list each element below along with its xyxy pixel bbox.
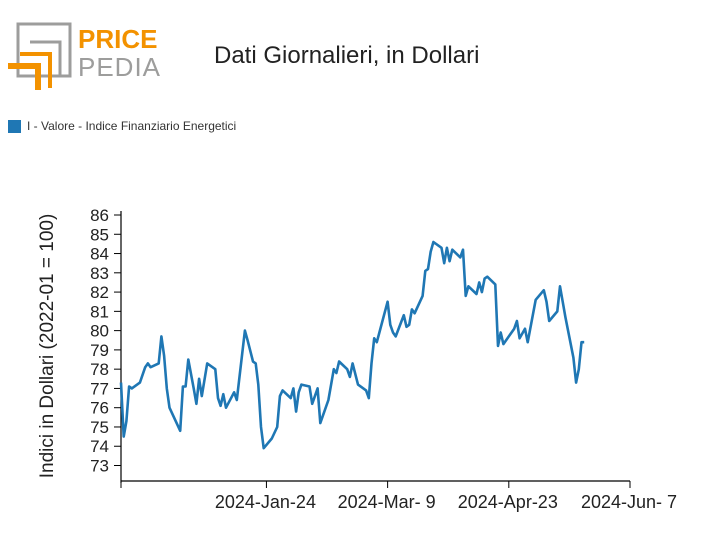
y-tick-label: 78 (90, 360, 109, 379)
x-axis: 2024-Jan-24 2024-Mar- 9 2024-Apr-23 2024-Ju… (120, 480, 677, 512)
x-tick-label: 2024-Mar- 9 (338, 492, 436, 512)
y-tick-label: 81 (90, 302, 109, 321)
y-axis-label: Indici in Dollari (2022-01 = 100) (37, 214, 58, 479)
y-tick-label: 76 (90, 399, 109, 418)
y-tick-label: 74 (90, 437, 109, 456)
y-tick-label: 82 (90, 283, 109, 302)
y-tick-label: 86 (90, 206, 109, 225)
legend: I - Valore - Indice Finanziario Energeti… (8, 119, 236, 133)
y-tick-label: 83 (90, 264, 109, 283)
series-layer (119, 240, 585, 450)
logo-text-top: PRICE (78, 24, 157, 54)
y-tick-label: 84 (90, 245, 109, 264)
pricepedia-logo: PRICE PEDIA (8, 22, 168, 92)
y-tick-label: 77 (90, 379, 109, 398)
y-tick-label: 73 (90, 457, 109, 476)
logo-mark-icon: PRICE PEDIA (8, 22, 161, 90)
chart-title: Dati Giornalieri, in Dollari (214, 42, 480, 69)
y-tick-label: 75 (90, 418, 109, 437)
y-tick-label: 85 (90, 225, 109, 244)
x-tick-label: 2024-Jun- 7 (581, 492, 677, 512)
x-tick-label: 2024-Apr-23 (458, 492, 558, 512)
logo-text-bottom: PEDIA (78, 52, 161, 82)
y-tick-label: 79 (90, 341, 109, 360)
legend-swatch (8, 119, 21, 133)
legend-label: I - Valore - Indice Finanziario Energeti… (27, 119, 237, 133)
series-line (119, 240, 585, 450)
y-tick-label: 80 (90, 322, 109, 341)
x-tick-label: 2024-Jan-24 (215, 492, 316, 512)
